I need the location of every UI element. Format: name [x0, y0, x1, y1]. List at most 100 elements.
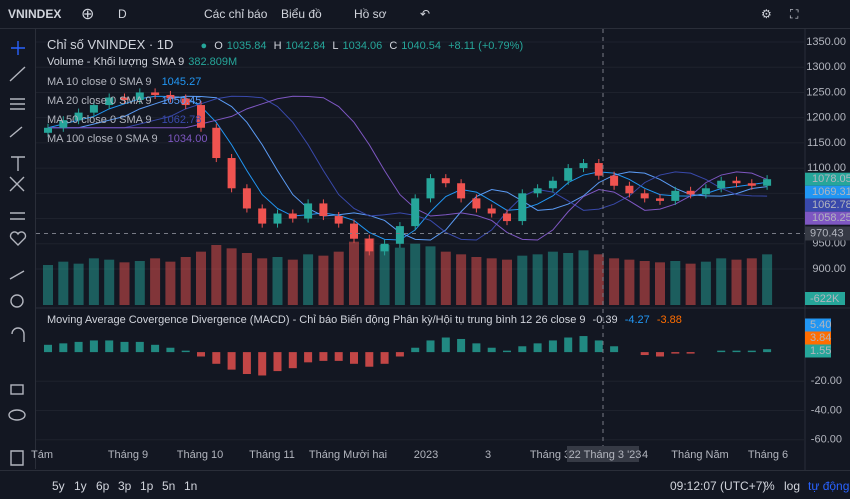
candle-body [701, 188, 710, 195]
macd-bar [135, 341, 144, 353]
macd-bar [472, 343, 481, 353]
add[interactable]: ⊕ [81, 6, 95, 23]
indicators[interactable]: Các chỉ báo [204, 7, 268, 21]
candle-body [732, 180, 741, 184]
settings[interactable]: ⚙ [761, 7, 772, 21]
y-tick-label: 1250.00 [806, 86, 846, 98]
percent[interactable]: % [764, 479, 775, 493]
candle-body [74, 112, 83, 121]
range-button[interactable]: 5n [162, 479, 176, 493]
tool-icons [8, 41, 27, 466]
x-tick-label: Tám [31, 449, 53, 461]
toolbar: VNINDEX ⊕ D Các chỉ báo Biểu đồ Hồ sơ ↶ … [0, 0, 850, 29]
volume-bar [333, 251, 344, 305]
h: 1042.84 [285, 40, 326, 52]
macd-bar [166, 347, 175, 353]
candle-body [151, 92, 160, 95]
volume-bar [746, 258, 757, 305]
candle-body [304, 203, 313, 219]
macd-bar [763, 349, 772, 353]
candle-body [350, 223, 358, 239]
volume-bar [700, 261, 711, 305]
volume-bar [593, 254, 604, 305]
undo[interactable]: ↶ [420, 7, 431, 21]
candle-body [717, 180, 726, 189]
x-tick-label: Tháng 10 [177, 449, 223, 461]
range-button[interactable]: 1n [184, 479, 198, 493]
candle-body [242, 188, 251, 209]
volume-bar [165, 261, 176, 305]
candle-body [380, 243, 389, 252]
macd-bar [120, 341, 129, 353]
log[interactable]: log [784, 479, 801, 493]
candle-body [166, 94, 175, 99]
macd-bar [732, 350, 741, 353]
volume-bar [211, 245, 222, 305]
legend-macd: Moving Average Covergence Divergence (MA… [47, 314, 686, 326]
candle-body [258, 208, 267, 224]
range-button[interactable]: 1p [140, 479, 154, 493]
candle-body [89, 105, 98, 113]
candle-body [518, 193, 527, 222]
macd-badge [805, 344, 831, 358]
macd-bar [564, 337, 573, 353]
ma-entry: MA 10 close 0 SMA 9 1045.27 [47, 76, 211, 88]
symbol[interactable]: VNINDEX [8, 7, 62, 21]
candle-body [319, 203, 328, 217]
candle-body [763, 179, 772, 186]
macd-bar [197, 352, 205, 357]
volume-bar [180, 257, 191, 305]
x-tick-label: Tháng 11 [249, 449, 295, 461]
volume-bar [547, 251, 558, 305]
range-button[interactable]: 1y [74, 479, 87, 493]
price-badge [805, 211, 850, 225]
macd-badge [805, 318, 831, 332]
macd-bar [686, 352, 695, 354]
auto[interactable]: tự động [808, 479, 850, 493]
volume-bar [119, 262, 130, 305]
ma-line [48, 95, 768, 241]
macd-bar [640, 352, 649, 356]
volume-bar [456, 254, 467, 305]
profile[interactable]: Hồ sơ [354, 7, 387, 21]
range-button[interactable]: 6p [96, 479, 110, 493]
volume-bar [762, 254, 773, 305]
volume-bar [655, 262, 665, 305]
left-toolbar [0, 29, 36, 469]
ma-entry: MA 50 close 0 SMA 9 1062.78 [47, 114, 211, 126]
candle-body [671, 190, 680, 201]
y-tick-label: 1350.00 [806, 36, 846, 48]
o-label: O [214, 40, 223, 52]
x-tick-label: Tháng 6 [748, 449, 788, 461]
candle-body [365, 238, 374, 252]
volume-sma: SMA 9 [151, 56, 185, 68]
ma-line [48, 95, 768, 241]
ma-name: MA 10 close 0 SMA 9 [47, 76, 152, 88]
macd-badge-label: 3.84 [810, 332, 831, 344]
volume-bar [58, 261, 69, 305]
candle-body [640, 193, 649, 199]
candle-body [426, 178, 435, 199]
candle-body [533, 188, 542, 194]
interval[interactable]: D [118, 7, 127, 21]
fullscreen[interactable]: ⛶ [790, 7, 799, 21]
volume-bar [241, 253, 252, 305]
volume-bar [349, 241, 359, 305]
legend-title: Chỉ số VNINDEX · 1D [47, 37, 174, 52]
candle-body [395, 226, 404, 244]
candle-body [227, 158, 236, 189]
crosshair-badge [805, 226, 850, 241]
candle-body [503, 213, 511, 222]
volume-bar [226, 248, 237, 305]
chart-menu[interactable]: Biểu đồ [281, 7, 322, 21]
range-button[interactable]: 3p [118, 479, 132, 493]
candle-body [686, 190, 695, 195]
range-button[interactable]: 5y [52, 479, 65, 493]
price-badge [805, 172, 850, 186]
macd-title: Moving Average Covergence Divergence (MA… [47, 314, 586, 326]
volume-bar [716, 258, 727, 305]
macd-bar [242, 352, 251, 375]
volume-bar [502, 259, 512, 305]
candle-body [548, 180, 557, 189]
candle-body [212, 127, 221, 159]
